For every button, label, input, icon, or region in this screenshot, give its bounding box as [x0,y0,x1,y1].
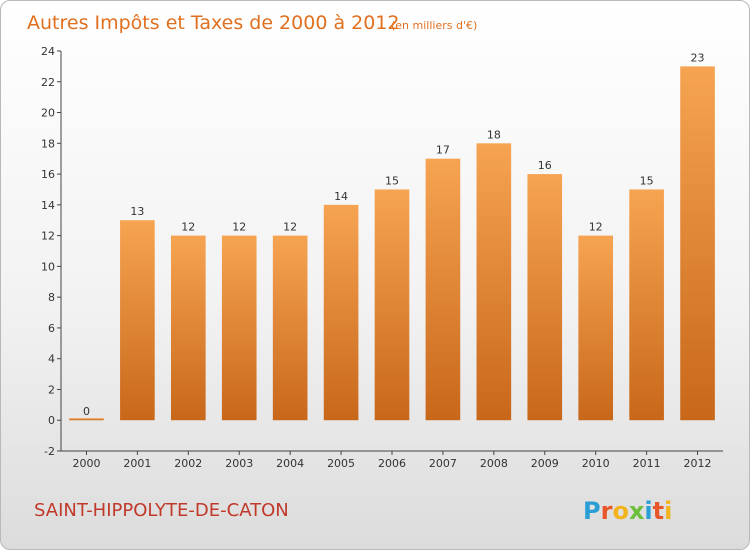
plot-area: -202468101214161820222402000132001122002… [41,45,723,470]
data-label-2006: 15 [385,174,399,187]
brand-letter: o [612,497,629,525]
bar-2012 [680,66,715,421]
commune-name: SAINT-HIPPOLYTE-DE-CATON [34,500,289,521]
bar-2007 [425,158,461,421]
chart-subtitle: (en milliers d'€) [391,19,477,32]
brand-letter: i [644,497,652,525]
bar-2005 [323,204,359,421]
data-label-2001: 13 [130,205,144,218]
data-label-2003: 12 [232,221,246,234]
chart-title: Autres Impôts et Taxes de 2000 à 2012 [27,12,400,34]
x-tick-label-2005: 2005 [327,457,355,470]
y-tick-label: 18 [41,137,55,150]
y-tick-label: 24 [41,45,55,58]
x-tick-label-2010: 2010 [582,457,610,470]
brand-logo: Proxiti [583,497,672,525]
bar-2010 [578,235,614,421]
y-tick-label: 10 [41,260,55,273]
brand-letter: i [664,497,672,525]
brand-letter: r [601,497,613,525]
data-label-2005: 14 [334,190,348,203]
data-label-2009: 16 [538,159,552,172]
bar-2002 [170,235,206,421]
bar-2009 [527,174,563,421]
y-tick-label: 8 [48,291,55,304]
y-tick-label: 20 [41,107,55,120]
y-tick-label: 22 [41,76,55,89]
data-label-2007: 17 [436,144,450,157]
data-label-2002: 12 [181,221,195,234]
x-tick-label-2000: 2000 [72,457,100,470]
data-label-2012: 23 [691,51,705,64]
x-tick-label-2008: 2008 [480,457,508,470]
bar-2001 [120,220,155,421]
brand-letter: x [629,497,645,525]
bar-2006 [374,189,410,421]
y-tick-label: 0 [48,414,55,427]
x-tick-label-2001: 2001 [123,457,151,470]
y-tick-label: 4 [48,353,55,366]
bar-2011 [629,189,664,421]
x-tick-label-2009: 2009 [531,457,559,470]
bar-2008 [476,143,512,421]
x-tick-label-2002: 2002 [174,457,202,470]
x-tick-label-2006: 2006 [378,457,406,470]
x-tick-label-2012: 2012 [684,457,712,470]
data-label-2008: 18 [487,128,501,141]
bar-2004 [272,235,308,421]
data-label-2004: 12 [283,221,297,234]
data-label-2010: 12 [589,221,603,234]
data-label-2000: 0 [83,405,90,418]
x-tick-label-2003: 2003 [225,457,253,470]
y-tick-label: 2 [48,383,55,396]
bar-2003 [221,235,257,421]
x-tick-label-2004: 2004 [276,457,304,470]
brand-letter: P [583,497,601,525]
y-tick-label: 14 [41,199,55,212]
bar-2000 [69,418,104,421]
y-tick-label: 16 [41,168,55,181]
y-tick-label: -2 [44,445,55,458]
x-tick-label-2011: 2011 [633,457,661,470]
y-tick-label: 6 [48,322,55,335]
brand-letter: t [653,497,664,525]
y-tick-label: 12 [41,230,55,243]
data-label-2011: 15 [640,174,654,187]
x-tick-label-2007: 2007 [429,457,457,470]
